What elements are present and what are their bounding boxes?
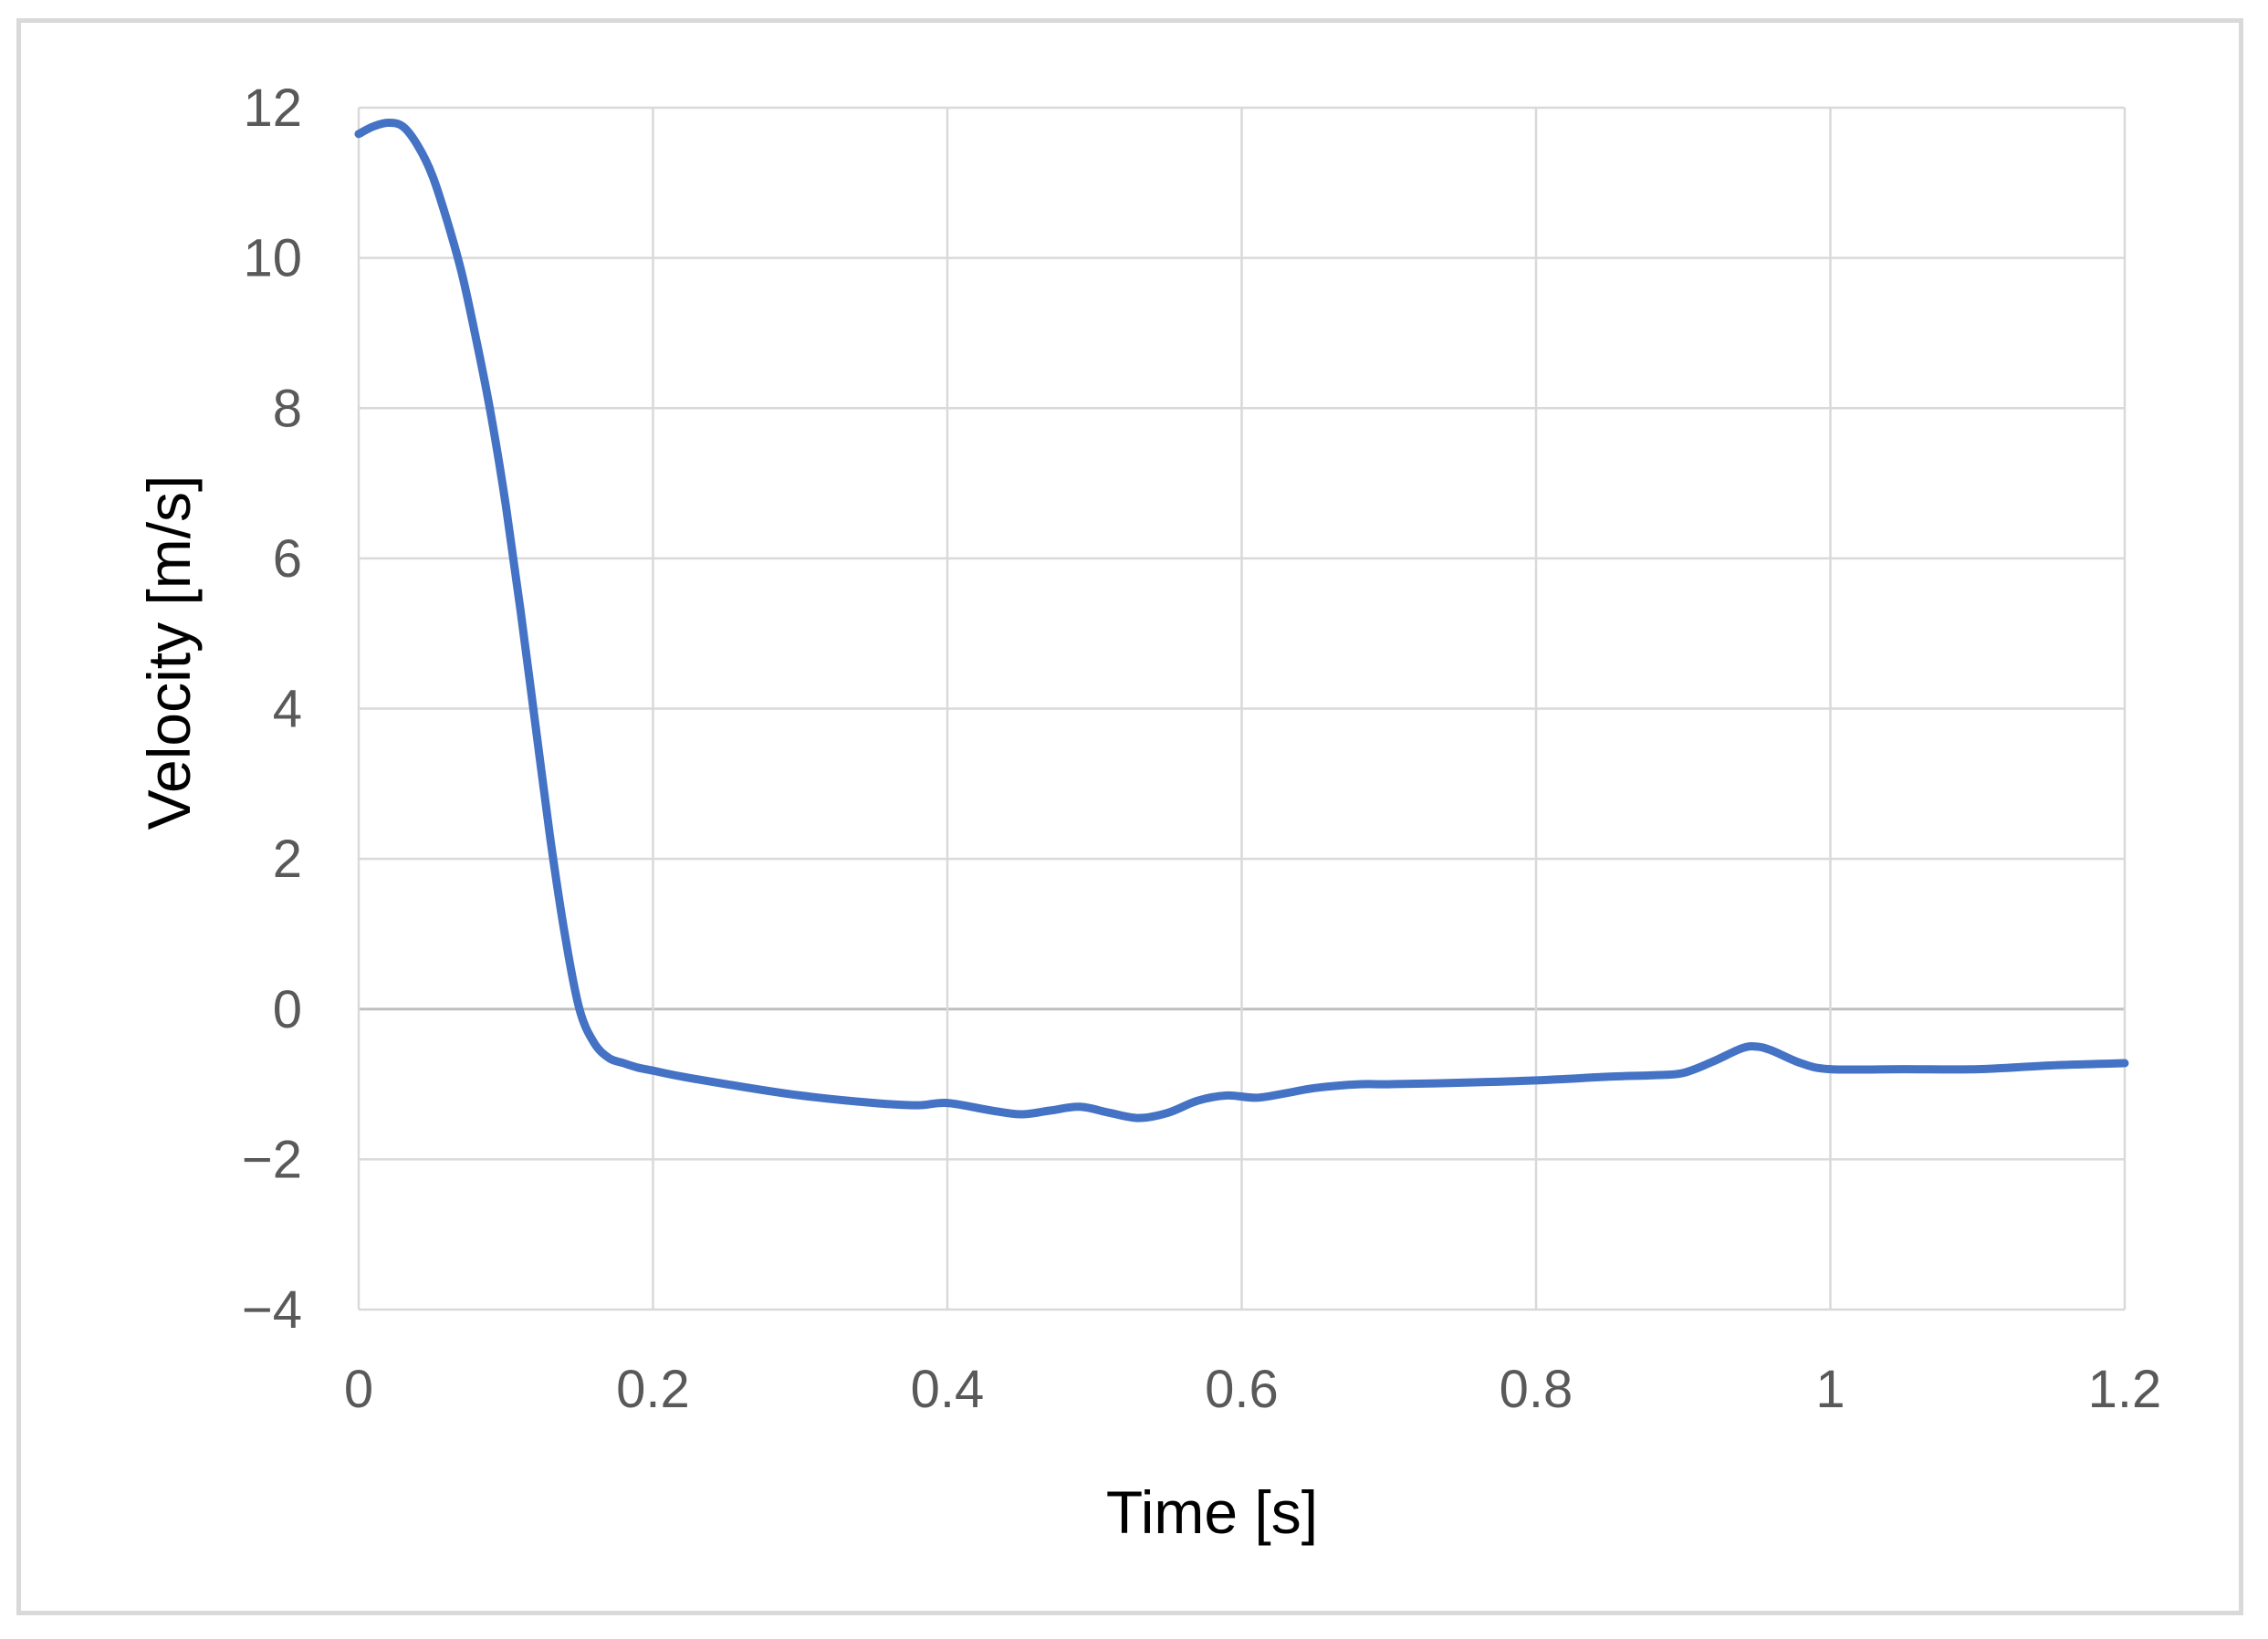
y-tick-label: 12 (243, 78, 302, 138)
y-tick-label: 2 (273, 830, 302, 889)
y-tick-label: 4 (273, 680, 302, 739)
grid-layer (357, 106, 2127, 1311)
x-tick-label: 0.6 (1205, 1360, 1279, 1419)
velocity-series-line (354, 119, 2129, 1122)
y-axis-title: Velocity [m/s] (135, 475, 203, 830)
x-tick-label: 1 (1815, 1360, 1845, 1419)
x-tick-label: 0.2 (616, 1360, 690, 1419)
y-tick-label: 6 (273, 529, 302, 589)
x-tick-label: 1.2 (2088, 1360, 2162, 1419)
y-tick-label: −4 (242, 1280, 302, 1340)
series-layer (354, 119, 2129, 1122)
tick-labels: −4 −2 0 2 4 6 8 10 12 0 0.2 0.4 0.6 0.8 1 1.2 (242, 78, 2161, 1419)
x-tick-label: 0.8 (1500, 1360, 1573, 1419)
y-tick-label: 10 (243, 229, 302, 288)
x-tick-label: 0 (344, 1360, 373, 1419)
y-tick-label: −2 (242, 1130, 302, 1189)
y-tick-label: 8 (273, 379, 302, 438)
chart-frame: −4 −2 0 2 4 6 8 10 12 0 0.2 0.4 0.6 0.8 1 1.2 Time [s] … (16, 18, 2243, 1615)
x-tick-label: 0.4 (911, 1360, 985, 1419)
x-axis-title: Time [s] (1106, 1478, 1318, 1546)
y-tick-label: 0 (273, 980, 302, 1039)
